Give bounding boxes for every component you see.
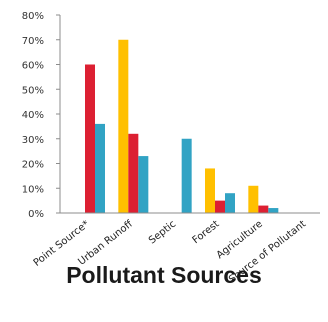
y-tick-label: 80% (22, 11, 44, 22)
bars (85, 39, 279, 213)
y-tick-label: 0% (28, 209, 44, 220)
y-tick-label: 60% (22, 61, 44, 72)
bar (215, 200, 225, 213)
bar (225, 193, 235, 213)
y-tick-label: 40% (22, 110, 44, 121)
chart-title: Pollutant Sources (66, 262, 262, 288)
bar (95, 123, 105, 213)
bar (138, 156, 149, 213)
y-tick-label: 30% (22, 135, 44, 146)
bar (128, 133, 139, 213)
bar (85, 64, 95, 213)
bar (118, 39, 129, 213)
bar (258, 205, 269, 213)
y-tick-label: 10% (22, 184, 44, 195)
y-tick-label: 20% (22, 160, 44, 171)
bar (268, 208, 279, 213)
y-tick-label: 50% (22, 85, 44, 96)
x-category-label: Septic (147, 219, 178, 247)
x-category-label: Forest (191, 219, 222, 247)
y-tick-label: 70% (22, 36, 44, 47)
bar (248, 185, 259, 213)
y-axis: 0% 10% 20% 30% 40% 50% 60% 70% 80% (22, 11, 61, 220)
bar (205, 168, 215, 213)
bar (181, 138, 192, 213)
